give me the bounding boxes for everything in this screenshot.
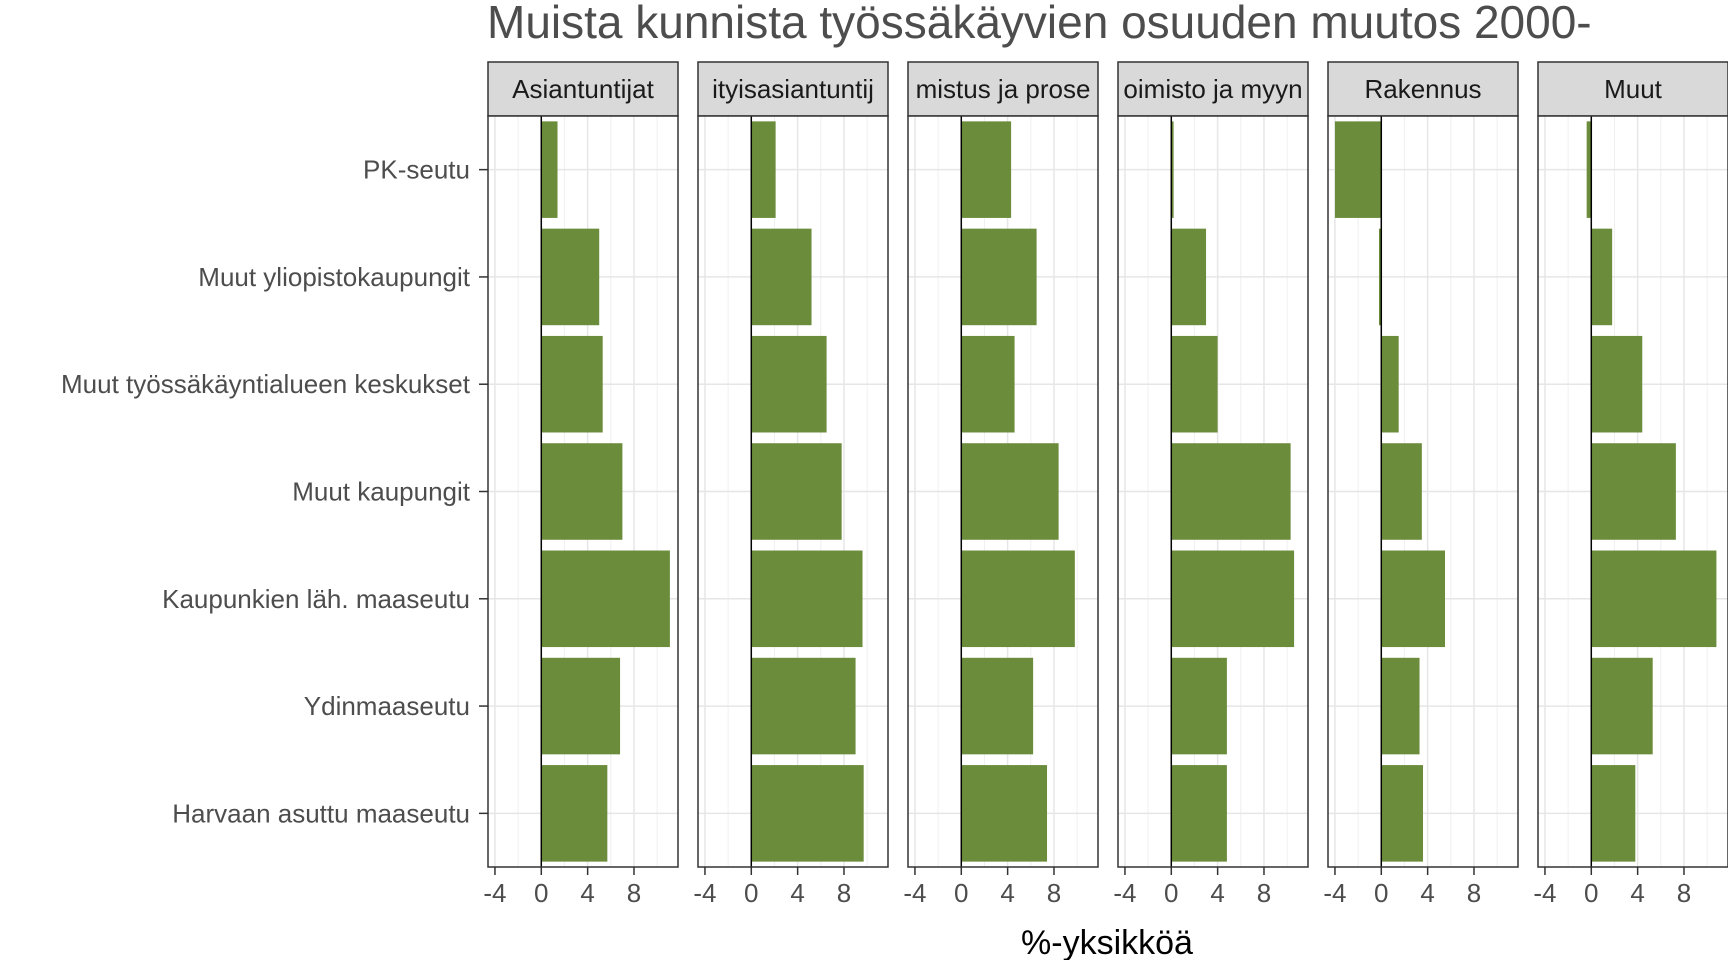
bar xyxy=(961,765,1048,862)
bar xyxy=(1381,335,1399,433)
bar xyxy=(751,121,776,218)
x-tick-label: -4 xyxy=(1533,878,1556,908)
x-tick-label: 8 xyxy=(1677,878,1691,908)
bar xyxy=(1381,550,1446,648)
category-label: Muut työssäkäyntialueen keskukset xyxy=(61,369,471,399)
bar xyxy=(751,443,842,540)
facet-panel: ityisasiantuntij -4 0 4 8 xyxy=(693,61,889,908)
x-tick-label: 0 xyxy=(534,878,548,908)
category-label: Harvaan asuttu maaseutu xyxy=(172,798,470,828)
bar xyxy=(541,657,621,755)
facet-strip xyxy=(907,61,1099,117)
bar xyxy=(541,228,600,326)
bar xyxy=(1381,657,1420,755)
x-tick-label: 0 xyxy=(1584,878,1598,908)
x-tick-label: 0 xyxy=(954,878,968,908)
category-label: Ydinmaaseutu xyxy=(304,691,470,721)
x-tick-label: 8 xyxy=(627,878,641,908)
facet-strip xyxy=(1117,61,1309,117)
facet-panel: Asiantuntijat -4 0 4 8 xyxy=(483,61,679,908)
chart-title: Muista kunnista työssäkäyvien osuuden mu… xyxy=(487,0,1592,48)
bar xyxy=(1171,765,1227,862)
x-tick-label: 4 xyxy=(1210,878,1224,908)
bar xyxy=(1171,335,1218,433)
facet-panel: Muut -4 0 4 8 xyxy=(1533,61,1728,908)
bar xyxy=(1171,550,1295,648)
bar xyxy=(541,765,608,862)
bar xyxy=(751,550,863,648)
bar xyxy=(541,335,603,433)
panel-border xyxy=(1117,115,1309,868)
facet-panel: mistus ja prose -4 0 4 8 xyxy=(903,61,1099,908)
facet-strip-label: mistus ja prose xyxy=(916,74,1091,104)
bar xyxy=(541,121,558,218)
x-tick-label: 0 xyxy=(1374,878,1388,908)
bar xyxy=(961,657,1034,755)
x-tick-label: 8 xyxy=(1047,878,1061,908)
bar xyxy=(1171,657,1227,755)
category-label: Kaupunkien läh. maaseutu xyxy=(162,584,470,614)
facet-strip-label: ityisasiantuntij xyxy=(712,74,874,104)
facet-strip-label: oimisto ja myyn xyxy=(1123,74,1302,104)
bar xyxy=(1171,121,1174,218)
x-tick-label: 8 xyxy=(837,878,851,908)
bar xyxy=(961,443,1059,540)
x-tick-label: -4 xyxy=(903,878,926,908)
x-tick-label: -4 xyxy=(1113,878,1136,908)
panel-border xyxy=(1327,115,1519,868)
x-tick-label: -4 xyxy=(693,878,716,908)
panel-border xyxy=(1537,115,1728,868)
facet-strip-label: Muut xyxy=(1604,74,1663,104)
facet-strip xyxy=(487,61,679,117)
category-label: Muut yliopistokaupungit xyxy=(198,262,470,292)
panel-border xyxy=(697,115,889,868)
bar xyxy=(1591,228,1613,326)
bar xyxy=(961,228,1037,326)
bar xyxy=(1591,335,1643,433)
bar xyxy=(1334,121,1382,218)
bar xyxy=(961,121,1012,218)
bar xyxy=(961,550,1075,648)
x-tick-label: -4 xyxy=(483,878,506,908)
facet-strip xyxy=(697,61,889,117)
bar xyxy=(541,443,623,540)
x-tick-label: 4 xyxy=(1420,878,1434,908)
x-tick-label: 4 xyxy=(1000,878,1014,908)
x-tick-label: 4 xyxy=(1630,878,1644,908)
facet-strip-label: Rakennus xyxy=(1364,74,1481,104)
x-tick-label: 4 xyxy=(790,878,804,908)
bar xyxy=(1591,550,1717,648)
bar xyxy=(751,335,827,433)
bar xyxy=(1381,443,1422,540)
x-tick-label: -4 xyxy=(1323,878,1346,908)
bar xyxy=(751,765,864,862)
bar xyxy=(1378,228,1382,326)
bar xyxy=(1591,443,1676,540)
category-label: Muut kaupungit xyxy=(292,477,471,507)
x-tick-label: 8 xyxy=(1467,878,1481,908)
bar xyxy=(1586,121,1592,218)
x-tick-label: 0 xyxy=(744,878,758,908)
bar xyxy=(1381,765,1423,862)
panel-border xyxy=(907,115,1099,868)
x-tick-label: 4 xyxy=(580,878,594,908)
category-label: PK-seutu xyxy=(363,155,470,185)
x-tick-label: 8 xyxy=(1257,878,1271,908)
bar xyxy=(1591,765,1636,862)
facet-panel: Rakennus -4 0 4 8 xyxy=(1323,61,1519,908)
bar xyxy=(1171,228,1207,326)
x-tick-label: 0 xyxy=(1164,878,1178,908)
bar xyxy=(541,550,670,648)
bar xyxy=(751,657,856,755)
bar xyxy=(1171,443,1291,540)
bar xyxy=(1591,657,1653,755)
category-axis: PK-seutu Muut yliopistokaupungit Muut työs… xyxy=(61,155,488,828)
bar xyxy=(751,228,812,326)
bar xyxy=(961,335,1015,433)
x-axis-title: %-yksikköä xyxy=(1021,924,1193,960)
facet-panel: oimisto ja myyn -4 0 4 8 xyxy=(1113,61,1309,908)
facet-strip-label: Asiantuntijat xyxy=(512,74,654,104)
